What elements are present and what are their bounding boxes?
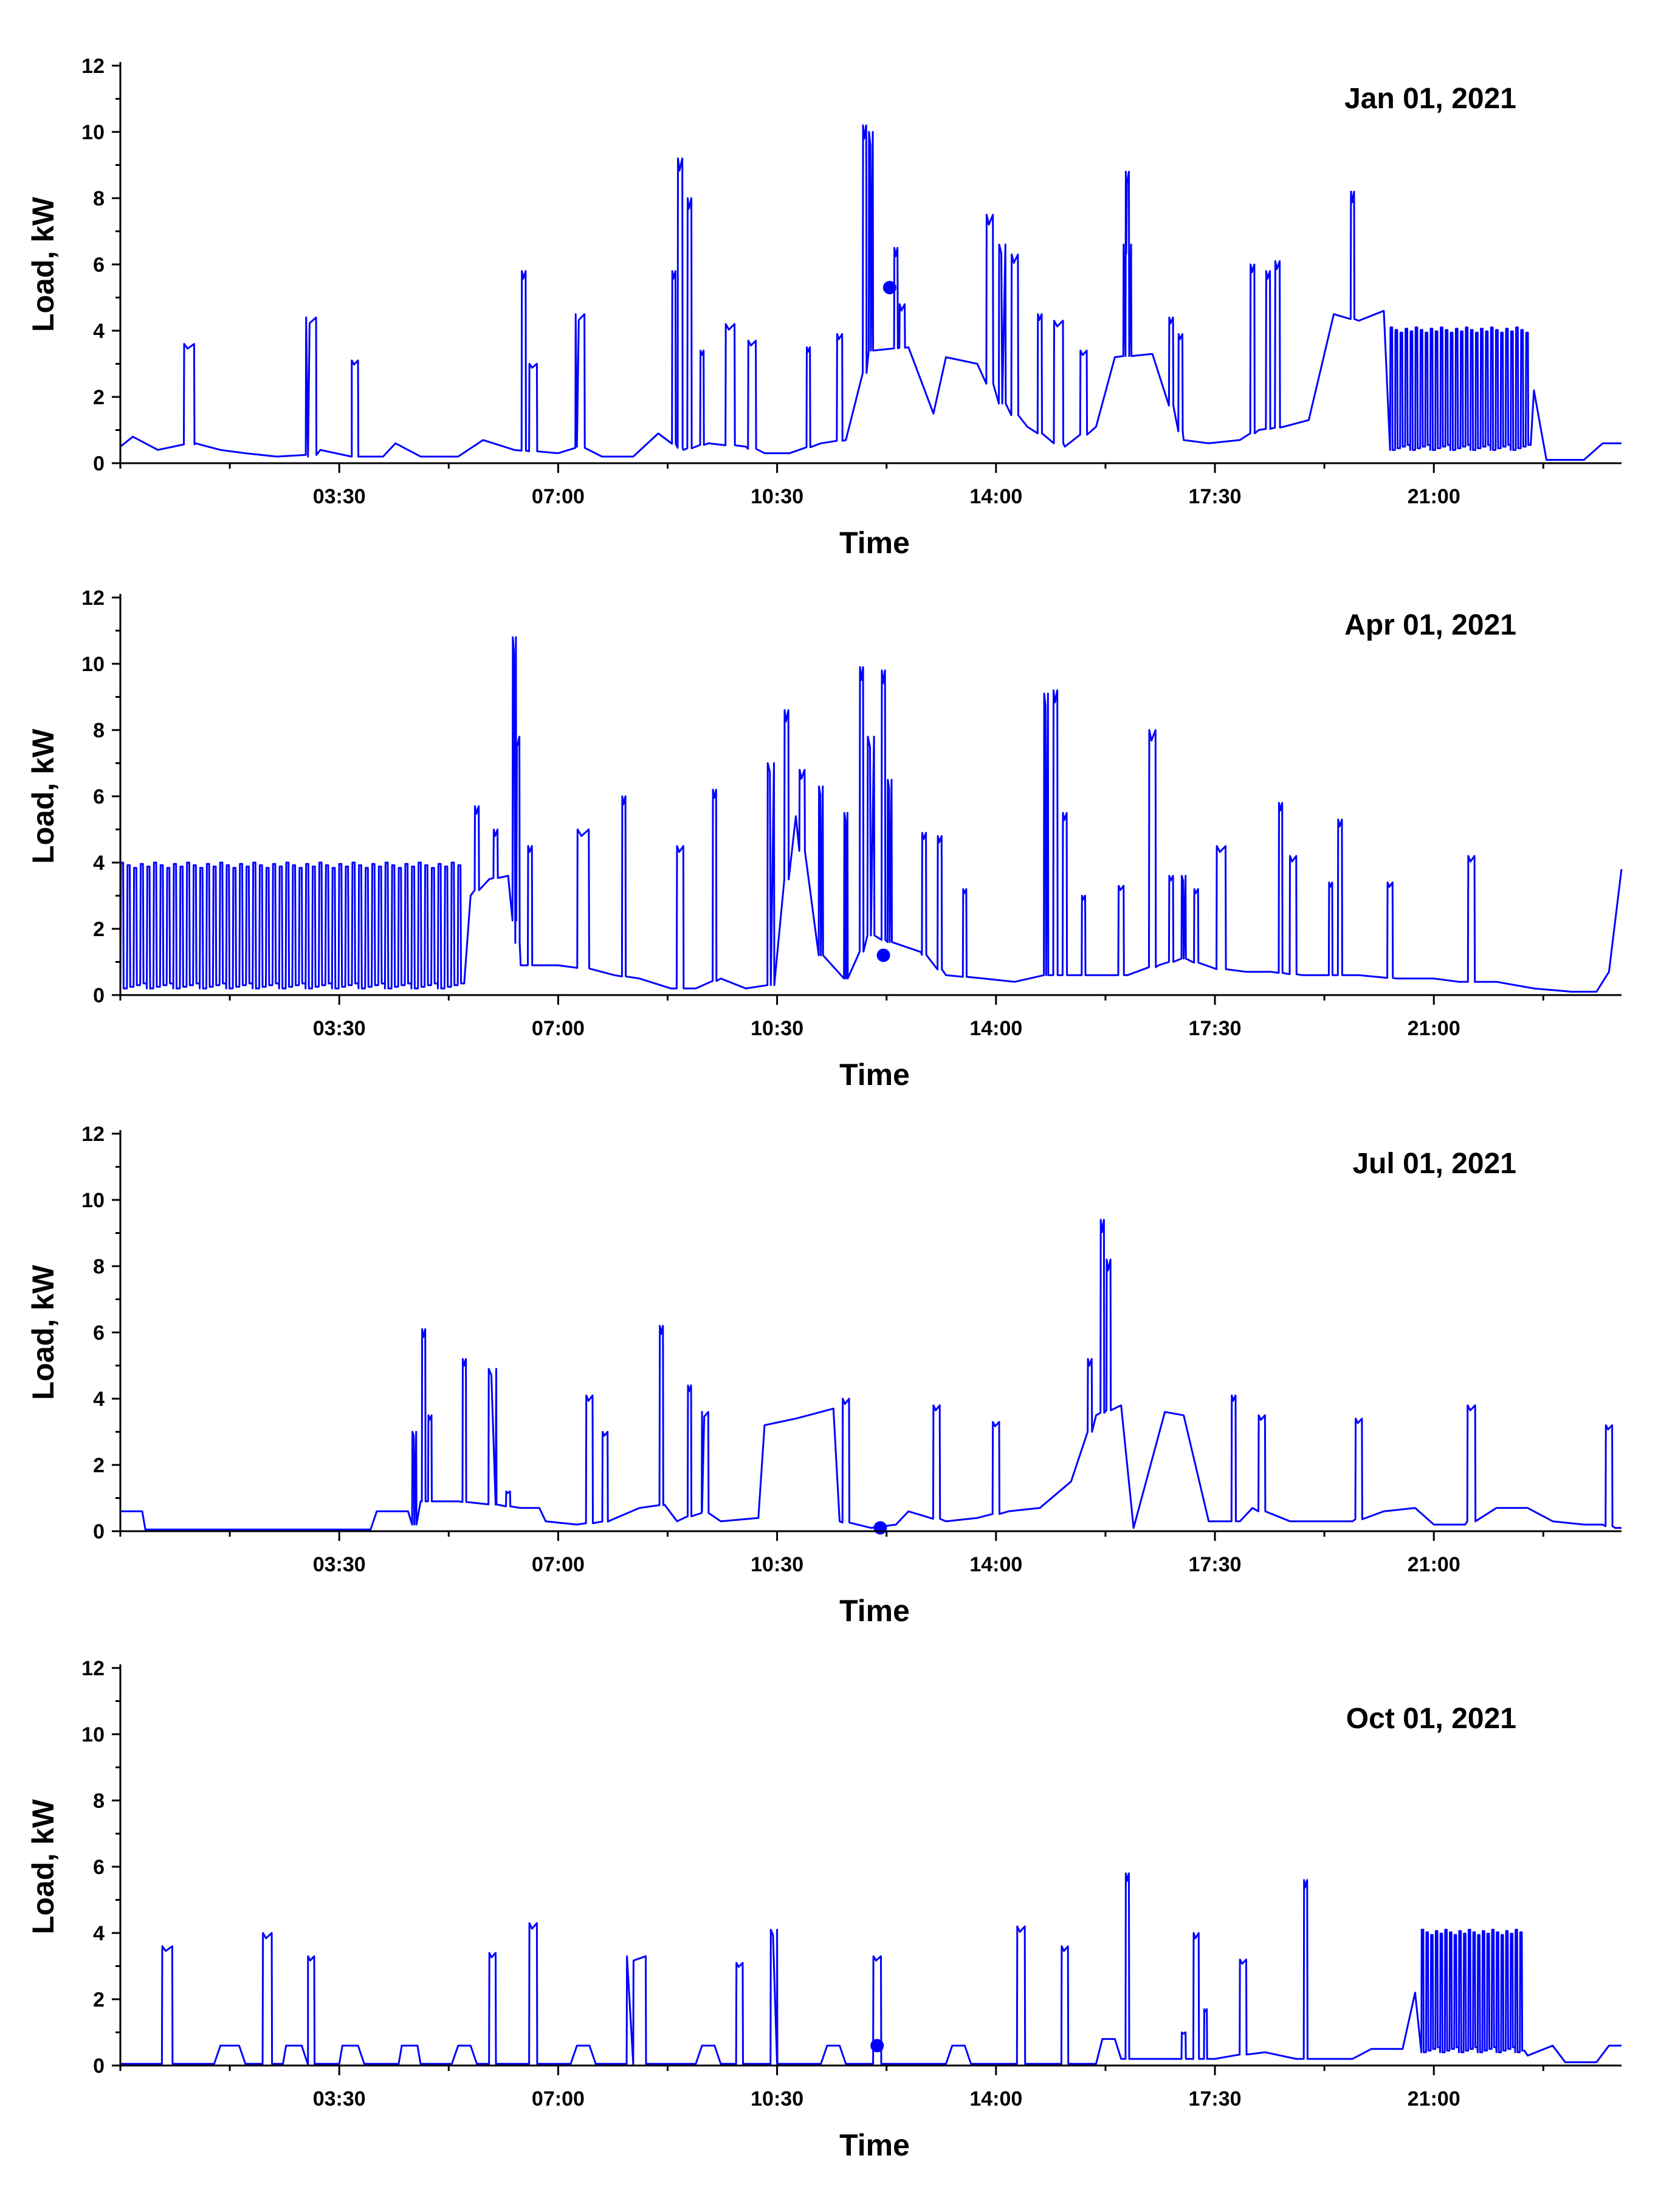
y-tick-label: 6: [93, 785, 105, 808]
x-axis-title: Time: [839, 1594, 910, 1628]
x-tick-label: 03:30: [313, 1017, 366, 1040]
y-tick-label: 8: [93, 719, 105, 742]
y-tick-label: 2: [93, 386, 105, 409]
y-tick-label: 4: [93, 320, 105, 343]
chart-title: Apr 01, 2021: [1344, 609, 1516, 641]
x-tick-label: 07:00: [532, 2087, 585, 2110]
chart-panel-2: Apr 01, 2021 0 2 4 6 8 10 12 03:30 07:00 10:30 14:0…: [26, 587, 1623, 1092]
y-tick-label: 0: [93, 984, 105, 1007]
chart-title: Jul 01, 2021: [1352, 1148, 1516, 1180]
y-tick-label: 12: [81, 55, 105, 78]
y-tick-label: 10: [81, 1189, 105, 1212]
x-tick-label: 10:30: [751, 1553, 803, 1576]
x-tick-label: 14:00: [969, 485, 1022, 508]
y-tick-label: 10: [81, 653, 105, 676]
chart-title: Oct 01, 2021: [1346, 1703, 1516, 1735]
data-marker: [870, 2039, 884, 2053]
y-tick-label: 10: [81, 121, 105, 144]
y-axis-title: Load, kW: [26, 1799, 60, 1934]
y-axis-title: Load, kW: [26, 728, 60, 864]
data-marker: [882, 281, 896, 295]
y-tick-label: 12: [81, 587, 105, 610]
y-tick-label: 2: [93, 1454, 105, 1477]
y-tick-label: 4: [93, 1922, 105, 1945]
x-tick-label: 03:30: [313, 2087, 366, 2110]
y-tick-label: 12: [81, 1123, 105, 1146]
y-axis-title: Load, kW: [26, 1264, 60, 1400]
y-tick-label: 10: [81, 1723, 105, 1746]
x-tick-label: 07:00: [532, 485, 585, 508]
x-tick-label: 14:00: [969, 1553, 1022, 1576]
y-tick-label: 6: [93, 253, 105, 277]
x-tick-label: 21:00: [1408, 1553, 1460, 1576]
series-line-load: [120, 124, 1621, 461]
x-axis-title: Time: [839, 526, 910, 560]
y-tick-label: 8: [93, 1255, 105, 1278]
y-tick-label: 2: [93, 918, 105, 941]
x-tick-label: 21:00: [1408, 1017, 1460, 1040]
series-line-load: [120, 1219, 1621, 1531]
y-tick-label: 4: [93, 1388, 105, 1411]
x-tick-label: 21:00: [1408, 485, 1460, 508]
x-tick-label: 07:00: [532, 1553, 585, 1576]
x-tick-label: 14:00: [969, 2087, 1022, 2110]
series-line-load: [119, 636, 1623, 993]
y-tick-label: 8: [93, 187, 105, 210]
x-tick-label: 07:00: [532, 1017, 585, 1040]
x-tick-label: 03:30: [313, 485, 366, 508]
y-tick-label: 2: [93, 1988, 105, 2011]
x-tick-label: 10:30: [751, 485, 803, 508]
y-tick-label: 0: [93, 2055, 105, 2078]
x-tick-label: 10:30: [751, 2087, 803, 2110]
y-tick-label: 6: [93, 1321, 105, 1345]
y-tick-label: 12: [81, 1657, 105, 1680]
y-tick-label: 8: [93, 1790, 105, 1813]
chart-panel-4: Oct 01, 2021 0 2 4 6 8 10 12 03:30 07:00 10:30 14:0…: [26, 1657, 1621, 2162]
x-tick-label: 17:30: [1189, 485, 1242, 508]
x-tick-label: 17:30: [1189, 1017, 1242, 1040]
x-axis-title: Time: [839, 1058, 910, 1092]
chart-panel-3: Jul 01, 2021 0 2 4 6 8 10 12 03:30 07:00 10:30 14:0…: [26, 1123, 1621, 1628]
y-tick-label: 0: [93, 452, 105, 475]
x-tick-label: 17:30: [1189, 2087, 1242, 2110]
x-tick-label: 17:30: [1189, 1553, 1242, 1576]
x-tick-label: 14:00: [969, 1017, 1022, 1040]
x-tick-label: 03:30: [313, 1553, 366, 1576]
y-tick-label: 0: [93, 1520, 105, 1543]
series-line-load: [120, 1872, 1621, 2065]
x-tick-label: 10:30: [751, 1017, 803, 1040]
y-tick-label: 6: [93, 1856, 105, 1879]
chart-panel-1: Jan 01, 2021 0 2 4 6 8 10 12 03:30 07:00 10:30 14:0…: [26, 55, 1621, 560]
y-axis-title: Load, kW: [26, 196, 60, 332]
data-marker: [873, 1521, 887, 1535]
x-axis-title: Time: [839, 2128, 910, 2162]
x-tick-label: 21:00: [1408, 2087, 1460, 2110]
data-marker: [876, 948, 890, 962]
y-tick-label: 4: [93, 852, 105, 875]
chart-title: Jan 01, 2021: [1344, 83, 1516, 115]
